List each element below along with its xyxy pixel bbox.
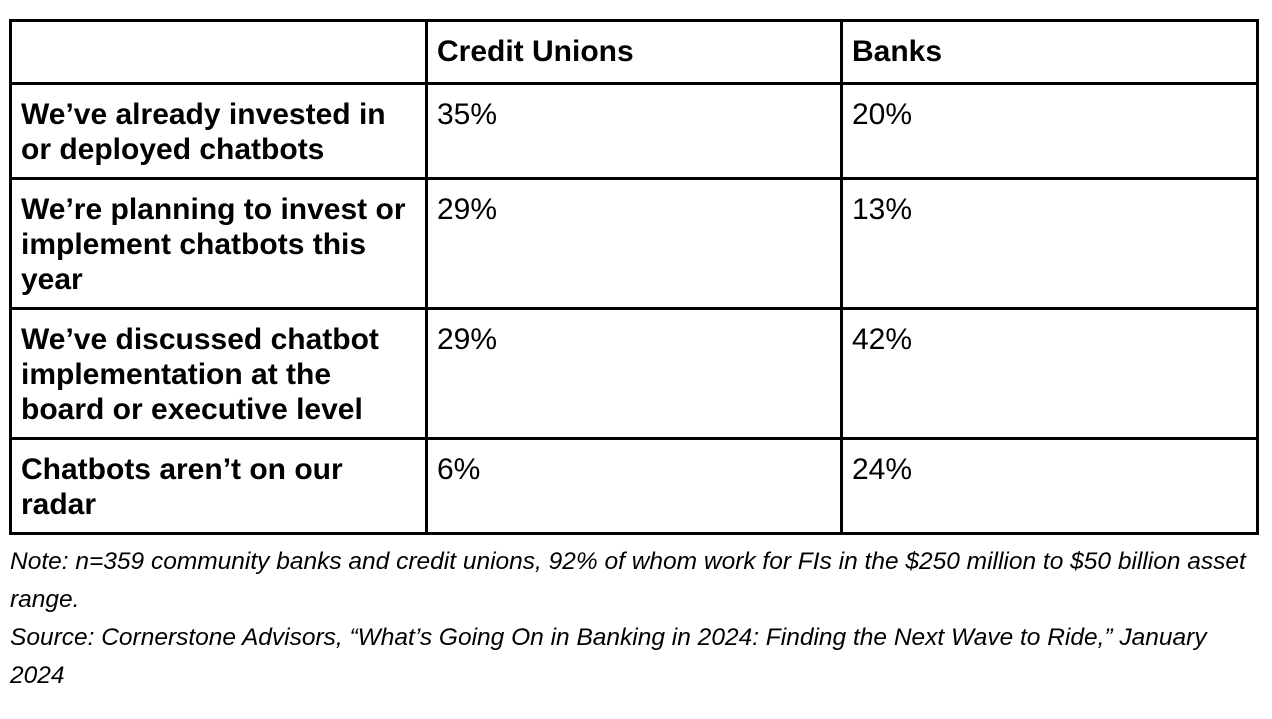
row-label-invested: We’ve already invested in or deployed ch… <box>9 82 428 180</box>
table-row: We’ve already invested in or deployed ch… <box>9 82 1259 180</box>
credit-unions-value: 35% <box>425 82 843 180</box>
banks-value: 20% <box>840 82 1259 180</box>
row-label-discussed: We’ve discussed chatbot implementation a… <box>9 307 428 440</box>
document-page: Credit Unions Banks We’ve already invest… <box>0 19 1272 719</box>
row-label-not-on-radar: Chatbots aren’t on our radar <box>9 437 428 535</box>
column-header-banks: Banks <box>840 19 1259 85</box>
table-row: We’ve discussed chatbot implementation a… <box>9 307 1259 440</box>
banks-value: 42% <box>840 307 1259 440</box>
banks-value: 24% <box>840 437 1259 535</box>
row-label-planning: We’re planning to invest or implement ch… <box>9 177 428 310</box>
credit-unions-value: 6% <box>425 437 843 535</box>
table-row: Chatbots aren’t on our radar 6% 24% <box>9 437 1259 535</box>
credit-unions-value: 29% <box>425 307 843 440</box>
chatbot-adoption-table: Credit Unions Banks We’ve already invest… <box>9 19 1259 535</box>
credit-unions-value: 29% <box>425 177 843 310</box>
table-header-row: Credit Unions Banks <box>9 19 1259 85</box>
note-text: Note: n=359 community banks and credit u… <box>10 548 1246 613</box>
column-header-empty <box>9 19 428 85</box>
table-row: We’re planning to invest or implement ch… <box>9 177 1259 310</box>
source-text: Source: Cornerstone Advisors, “What’s Go… <box>10 624 1207 689</box>
banks-value: 13% <box>840 177 1259 310</box>
column-header-credit-unions: Credit Unions <box>425 19 843 85</box>
footnotes: Note: n=359 community banks and credit u… <box>10 543 1264 695</box>
